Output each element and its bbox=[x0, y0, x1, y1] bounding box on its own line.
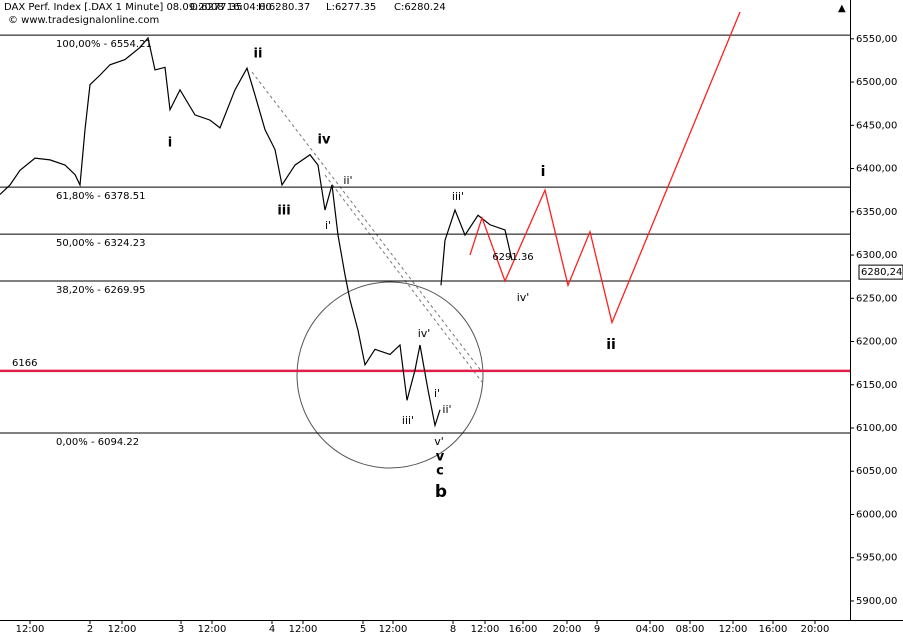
wave-label: ii bbox=[254, 47, 263, 62]
last-price-box bbox=[858, 264, 903, 280]
header-title: DAX Perf. Index [.DAX 1 Minute] 08.09.20… bbox=[4, 2, 278, 13]
y-tick-label: 6000,00 bbox=[856, 509, 897, 520]
y-tick-label: 5900,00 bbox=[856, 596, 897, 607]
x-tick-label: 08:00 bbox=[676, 624, 705, 635]
y-tick-label: 5950,00 bbox=[856, 553, 897, 564]
x-tick-label: 8 bbox=[450, 624, 456, 635]
y-tick-label: 6550,00 bbox=[856, 34, 897, 45]
y-tick-label: 6400,00 bbox=[856, 164, 897, 175]
wave-label: ii' bbox=[343, 174, 352, 187]
wave-label: 6291.36 bbox=[492, 252, 533, 263]
x-tick-label: 16:00 bbox=[509, 624, 538, 635]
y-tick-label: 6350,00 bbox=[856, 207, 897, 218]
y-tick-label: 6250,00 bbox=[856, 293, 897, 304]
fib-label: 0,00% - 6094.22 bbox=[56, 437, 139, 448]
wave-label: i' bbox=[434, 387, 440, 400]
wave-label: c bbox=[436, 464, 444, 479]
wave-label: iii' bbox=[402, 414, 414, 427]
series-line bbox=[0, 36, 513, 428]
wave-label: v bbox=[436, 450, 445, 465]
plot-area bbox=[0, 12, 741, 428]
wave-label: iii' bbox=[452, 190, 464, 203]
x-tick-label: 16:00 bbox=[759, 624, 788, 635]
wave-label: v' bbox=[434, 435, 444, 448]
x-tick-label: 9 bbox=[594, 624, 600, 635]
y-tick-label: 6100,00 bbox=[856, 423, 897, 434]
x-tick-label: 20:00 bbox=[801, 624, 830, 635]
y-tick-label: 6500,00 bbox=[856, 77, 897, 88]
x-tick-label: 12:00 bbox=[198, 624, 227, 635]
x-tick-label: 2 bbox=[87, 624, 93, 635]
x-tick-label: 12:00 bbox=[289, 624, 318, 635]
wave-label: iv bbox=[318, 133, 331, 148]
y-tick-label: 6450,00 bbox=[856, 120, 897, 131]
wave-label: iv' bbox=[517, 291, 530, 304]
x-tick-label: 12:00 bbox=[108, 624, 137, 635]
x-tick-label: 12:00 bbox=[16, 624, 45, 635]
wave-label: i bbox=[168, 136, 172, 151]
x-tick-label: 4 bbox=[269, 624, 275, 635]
ohlc-value: C:6280.24 bbox=[394, 2, 446, 13]
trend-line bbox=[324, 174, 483, 383]
x-tick-label: 5 bbox=[360, 624, 366, 635]
fib-label: 50,00% - 6324.23 bbox=[56, 238, 145, 249]
wave-label: ii' bbox=[442, 403, 451, 416]
wave-label: iii bbox=[277, 204, 290, 219]
ohlc-value: H:6280.37 bbox=[258, 2, 310, 13]
fib-label: 61,80% - 6378.51 bbox=[56, 191, 145, 202]
x-tick-label: 12:00 bbox=[471, 624, 500, 635]
y-tick-label: 6150,00 bbox=[856, 380, 897, 391]
y-tick-label: 6300,00 bbox=[856, 250, 897, 261]
circle-marker bbox=[296, 281, 484, 469]
x-tick-label: 20:00 bbox=[553, 624, 582, 635]
fib-label: 100,00% - 6554.21 bbox=[56, 39, 152, 50]
scroll-arrow: ▲ bbox=[838, 3, 846, 14]
wave-label: i' bbox=[325, 219, 331, 232]
watermark: © www.tradesignalonline.com bbox=[8, 15, 159, 26]
ohlc-value: L:6277.35 bbox=[326, 2, 376, 13]
x-tick-label: 12:00 bbox=[379, 624, 408, 635]
wave-label: iv' bbox=[418, 327, 431, 340]
last-price-label: 6280,24 bbox=[861, 267, 902, 278]
series-line bbox=[469, 12, 741, 325]
wave-label: i bbox=[541, 164, 546, 180]
wave-label: ii bbox=[606, 337, 616, 353]
x-tick-label: 12:00 bbox=[719, 624, 748, 635]
x-tick-label: 04:00 bbox=[636, 624, 665, 635]
support-label: 6166 bbox=[12, 358, 37, 369]
wave-label: b bbox=[435, 482, 447, 502]
ohlc-value: O:6277.35 bbox=[190, 2, 242, 13]
fib-label: 38,20% - 6269.95 bbox=[56, 285, 145, 296]
y-tick-label: 6200,00 bbox=[856, 337, 897, 348]
y-tick-label: 6050,00 bbox=[856, 466, 897, 477]
x-tick-label: 3 bbox=[178, 624, 184, 635]
